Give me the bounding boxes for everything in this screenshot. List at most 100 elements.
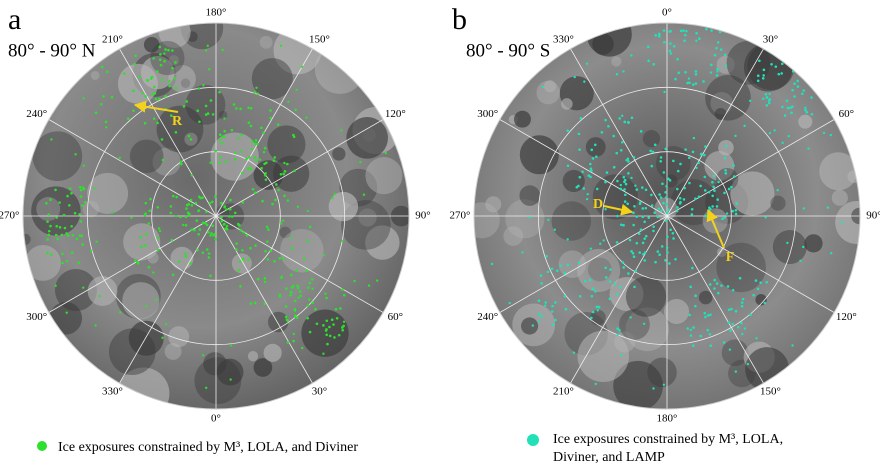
crater <box>561 98 573 110</box>
ice-dot <box>616 179 619 183</box>
ice-dot <box>376 279 379 282</box>
ice-dot <box>152 85 156 89</box>
ice-dot <box>290 273 293 277</box>
ice-dot <box>306 209 309 213</box>
ice-dot <box>604 276 608 279</box>
ice-dot <box>189 138 193 141</box>
ice-dot <box>271 202 274 206</box>
ice-dot <box>599 242 602 245</box>
ice-dot <box>639 130 643 133</box>
ice-dot <box>47 233 51 237</box>
ice-dot <box>219 155 222 159</box>
ice-dot <box>209 274 212 278</box>
ice-dot <box>273 260 276 263</box>
ice-dot <box>618 285 622 289</box>
ice-dot <box>651 150 655 154</box>
ice-dot <box>285 287 288 290</box>
ice-dot <box>150 75 154 79</box>
annotation-label: D <box>593 197 603 212</box>
ice-dot <box>225 224 229 228</box>
ice-dot <box>184 252 187 256</box>
ice-dot <box>106 70 109 74</box>
ice-dot <box>630 54 633 57</box>
ice-dot <box>748 99 752 103</box>
ice-dot <box>260 126 263 130</box>
ice-dot <box>591 287 595 291</box>
ice-dot <box>135 260 139 264</box>
ice-dot <box>791 105 794 109</box>
ice-dot <box>334 307 338 311</box>
ice-dot <box>622 70 625 73</box>
legend-text: Diviner, and LAMP <box>553 450 665 465</box>
ice-dot <box>234 151 237 155</box>
ice-dot <box>307 286 310 290</box>
ice-dot <box>144 95 147 98</box>
ice-dot <box>752 293 755 297</box>
ice-dot <box>289 293 292 297</box>
crater <box>716 242 766 293</box>
ice-dot <box>198 228 202 231</box>
ice-dot <box>662 171 666 174</box>
ice-dot <box>82 97 85 100</box>
ice-dot <box>239 228 243 232</box>
ice-dot <box>201 251 205 254</box>
ice-dot <box>688 313 691 317</box>
ice-dot <box>105 126 108 129</box>
ice-dot <box>207 230 210 234</box>
ice-dot <box>306 304 310 307</box>
ice-dot <box>253 301 257 305</box>
legend-marker <box>37 441 47 451</box>
ice-dot <box>80 234 84 238</box>
ice-dot <box>589 247 593 250</box>
ice-dot <box>292 339 295 343</box>
ice-dot <box>679 162 682 166</box>
crater <box>31 186 81 236</box>
meridian <box>119 215 217 384</box>
ice-dot <box>583 279 587 283</box>
ice-dot <box>299 294 302 298</box>
ice-dot <box>615 73 619 76</box>
ice-dot <box>734 208 738 212</box>
ice-dot <box>311 301 315 304</box>
ice-dot <box>210 232 213 235</box>
ice-dot <box>551 304 554 308</box>
ice-dot <box>653 143 657 147</box>
ice-dot <box>545 254 548 258</box>
longitude-label: 210° <box>102 34 123 46</box>
ice-dot <box>269 249 273 252</box>
crater <box>521 317 539 335</box>
meridian <box>215 119 384 217</box>
ice-dot <box>331 196 334 200</box>
ice-dot <box>118 156 121 160</box>
ice-dot <box>223 117 226 120</box>
ice-dot <box>623 120 627 124</box>
ice-dot <box>641 215 645 219</box>
ice-dot <box>618 117 621 120</box>
ice-dot <box>656 215 660 219</box>
ice-dot <box>590 316 593 320</box>
ice-dot <box>668 262 671 265</box>
ice-dot <box>165 322 168 326</box>
meridian <box>666 215 764 384</box>
ice-dot <box>690 213 694 216</box>
ice-dot <box>208 201 212 205</box>
ice-dot <box>643 251 647 254</box>
ice-dot <box>152 117 156 120</box>
ice-dot <box>608 280 612 283</box>
ice-dot <box>190 174 193 177</box>
ice-dot <box>789 106 792 110</box>
ice-dot <box>597 305 601 309</box>
crater <box>647 357 677 388</box>
ice-dot <box>732 175 736 178</box>
ice-dot <box>547 218 550 222</box>
crater <box>562 169 585 193</box>
ice-dot <box>692 136 696 140</box>
ice-dot <box>691 344 695 347</box>
crater <box>831 189 848 206</box>
ice-dot <box>590 148 594 152</box>
ice-dot <box>54 188 57 192</box>
polar-map <box>23 23 409 409</box>
ice-dot <box>796 85 800 88</box>
ice-dot <box>612 165 616 169</box>
